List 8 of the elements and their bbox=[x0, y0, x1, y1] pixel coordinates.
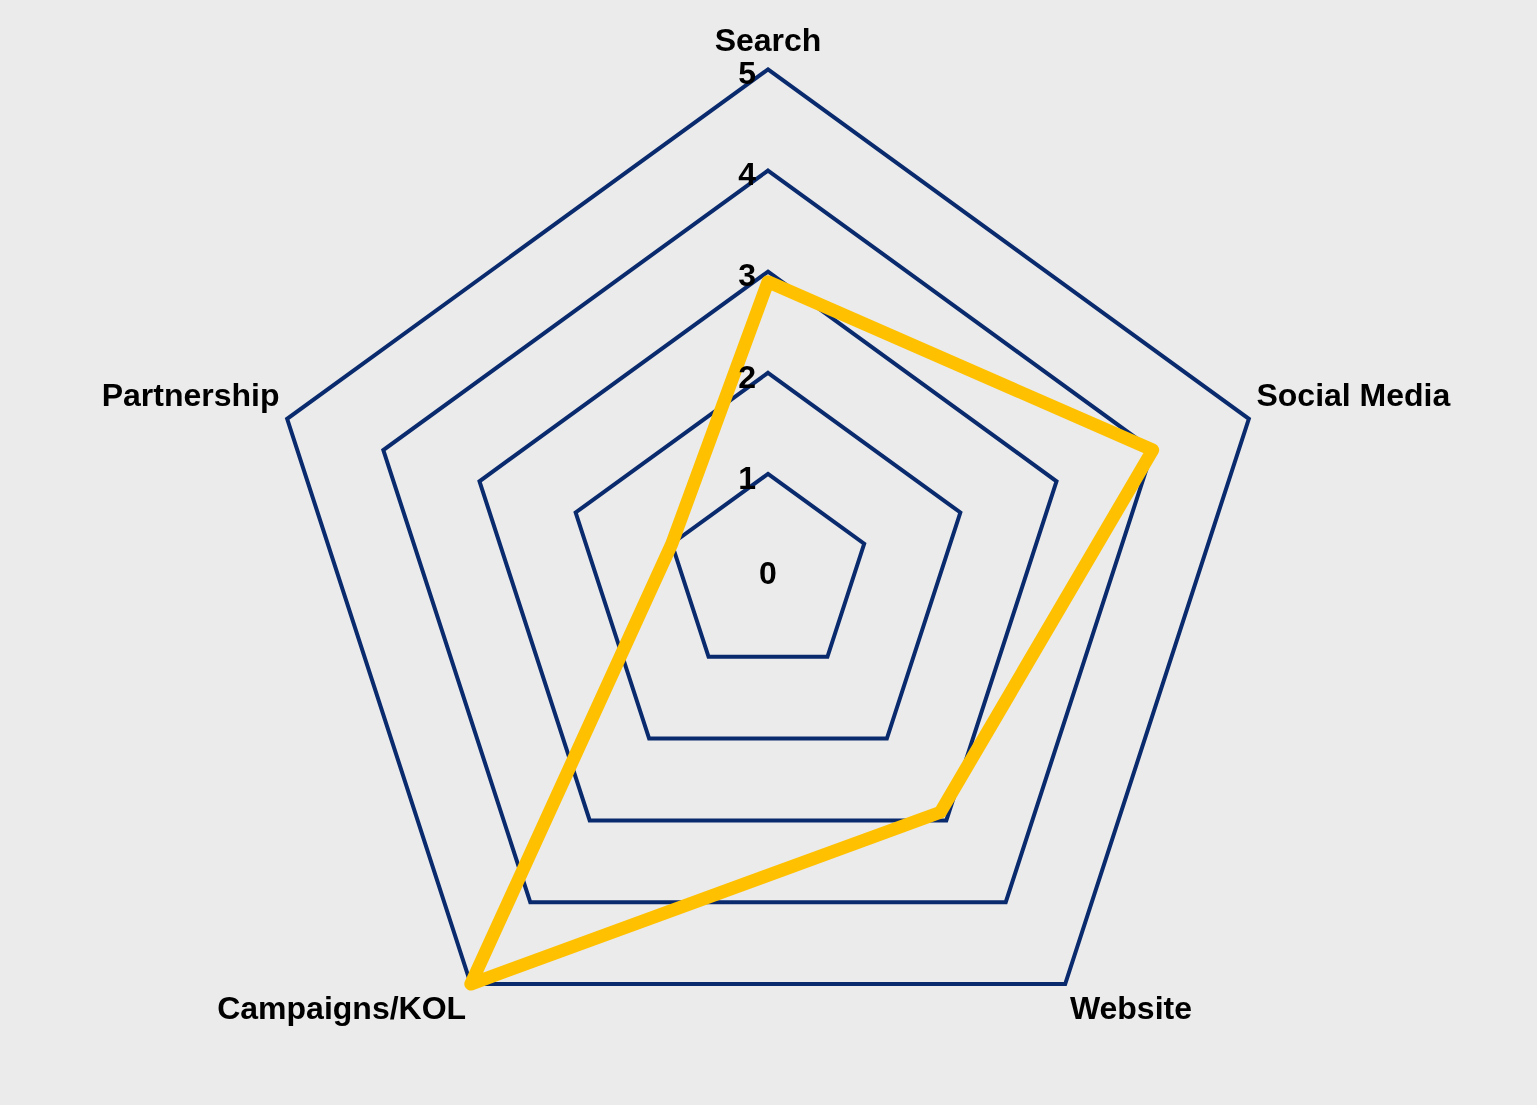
spoke-label: Campaigns/KOL bbox=[217, 989, 467, 1026]
spoke-label: Social Media bbox=[1256, 376, 1451, 413]
y-tick-label: 3 bbox=[738, 257, 756, 294]
y-tick-label: 1 bbox=[738, 459, 756, 496]
y-tick-label: 0 bbox=[759, 554, 777, 591]
y-tick-label: 4 bbox=[738, 156, 757, 193]
spoke-label: Website bbox=[1069, 989, 1192, 1026]
spoke-label: Partnership bbox=[101, 376, 280, 413]
